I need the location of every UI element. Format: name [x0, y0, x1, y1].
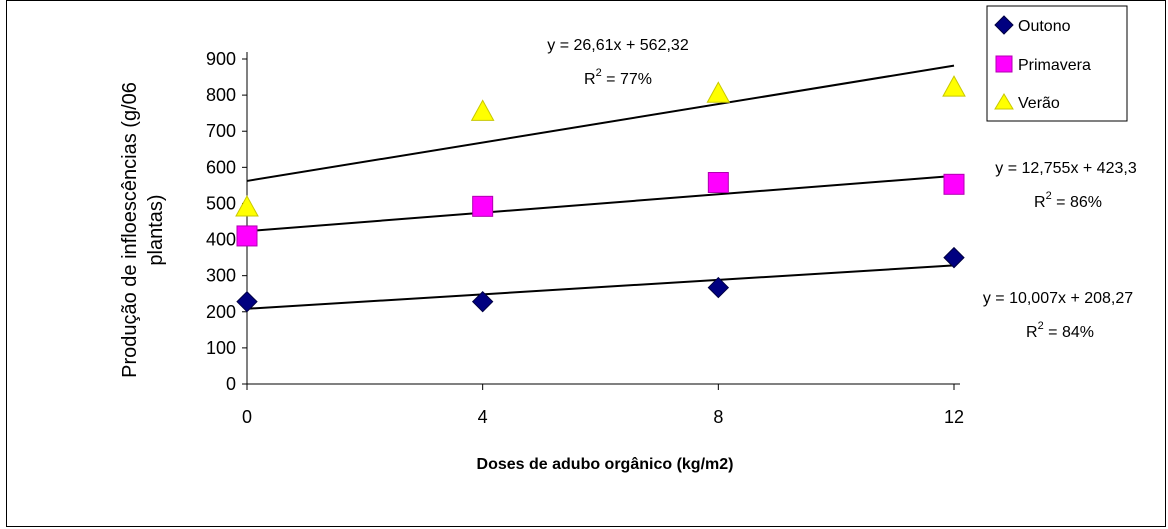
- y-tick-label: 600: [206, 157, 236, 177]
- x-ticks: 0 4 8 12: [242, 384, 964, 427]
- x-tick-label: 12: [944, 407, 964, 427]
- point-2-2: [706, 81, 731, 103]
- point-1-0: [236, 225, 258, 247]
- point-2-3: [942, 75, 966, 97]
- x-tick-label: 0: [242, 407, 252, 427]
- point-0-3: [943, 246, 965, 269]
- y-tick-label: 700: [206, 121, 236, 141]
- data-points: [235, 75, 966, 313]
- r2-outono: R2 = 84%: [1026, 320, 1094, 341]
- y-tick-label: 200: [206, 302, 236, 322]
- equation-outono: y = 10,007x + 208,27: [983, 290, 1133, 307]
- point-1-2: [707, 172, 729, 193]
- point-0-2: [707, 276, 730, 299]
- y-tick-label: 300: [206, 266, 236, 286]
- y-tick-label: 900: [206, 49, 236, 69]
- legend-label-verao: Verão: [1018, 95, 1060, 112]
- trendline-0: [246, 264, 955, 310]
- legend-marker-primavera: [995, 55, 1013, 73]
- point-2-1: [470, 99, 495, 121]
- legend-label-primavera: Primavera: [1018, 57, 1091, 74]
- x-tick-label: 4: [478, 407, 488, 427]
- legend: Outono Primavera Verão: [986, 5, 1128, 122]
- equation-primavera: y = 12,755x + 423,3: [995, 160, 1137, 177]
- chart-frame: [6, 0, 1166, 527]
- y-tick-label: 800: [206, 85, 236, 105]
- y-ticks: 0 100 200 300 400 500 600 700 800 900: [206, 49, 247, 394]
- point-2-0: [235, 195, 259, 217]
- y-tick-label: 400: [206, 230, 236, 250]
- trendlines: [246, 64, 955, 310]
- y-tick-label: 0: [226, 374, 236, 394]
- point-1-3: [943, 173, 965, 195]
- point-0-1: [471, 290, 494, 313]
- point-0-0: [236, 290, 258, 313]
- legend-label-outono: Outono: [1018, 18, 1071, 35]
- point-1-1: [472, 195, 494, 217]
- x-tick-label: 8: [713, 407, 723, 427]
- y-tick-label: 500: [206, 193, 236, 213]
- y-axis-title-line1: Produção de infloescências (g/06: [119, 82, 141, 378]
- trendline-1: [246, 174, 955, 233]
- r2-verao: R2 = 77%: [584, 67, 652, 88]
- y-tick-label: 100: [206, 338, 236, 358]
- x-axis-title: Doses de adubo orgânico (kg/m2): [477, 456, 734, 473]
- equation-verao: y = 26,61x + 562,32: [547, 37, 689, 54]
- r2-primavera: R2 = 86%: [1034, 190, 1102, 211]
- legend-marker-verao: [994, 93, 1014, 110]
- y-axis-title-line2: plantas): [145, 194, 167, 265]
- legend-marker-outono: [994, 15, 1014, 35]
- trendline-2: [246, 64, 955, 182]
